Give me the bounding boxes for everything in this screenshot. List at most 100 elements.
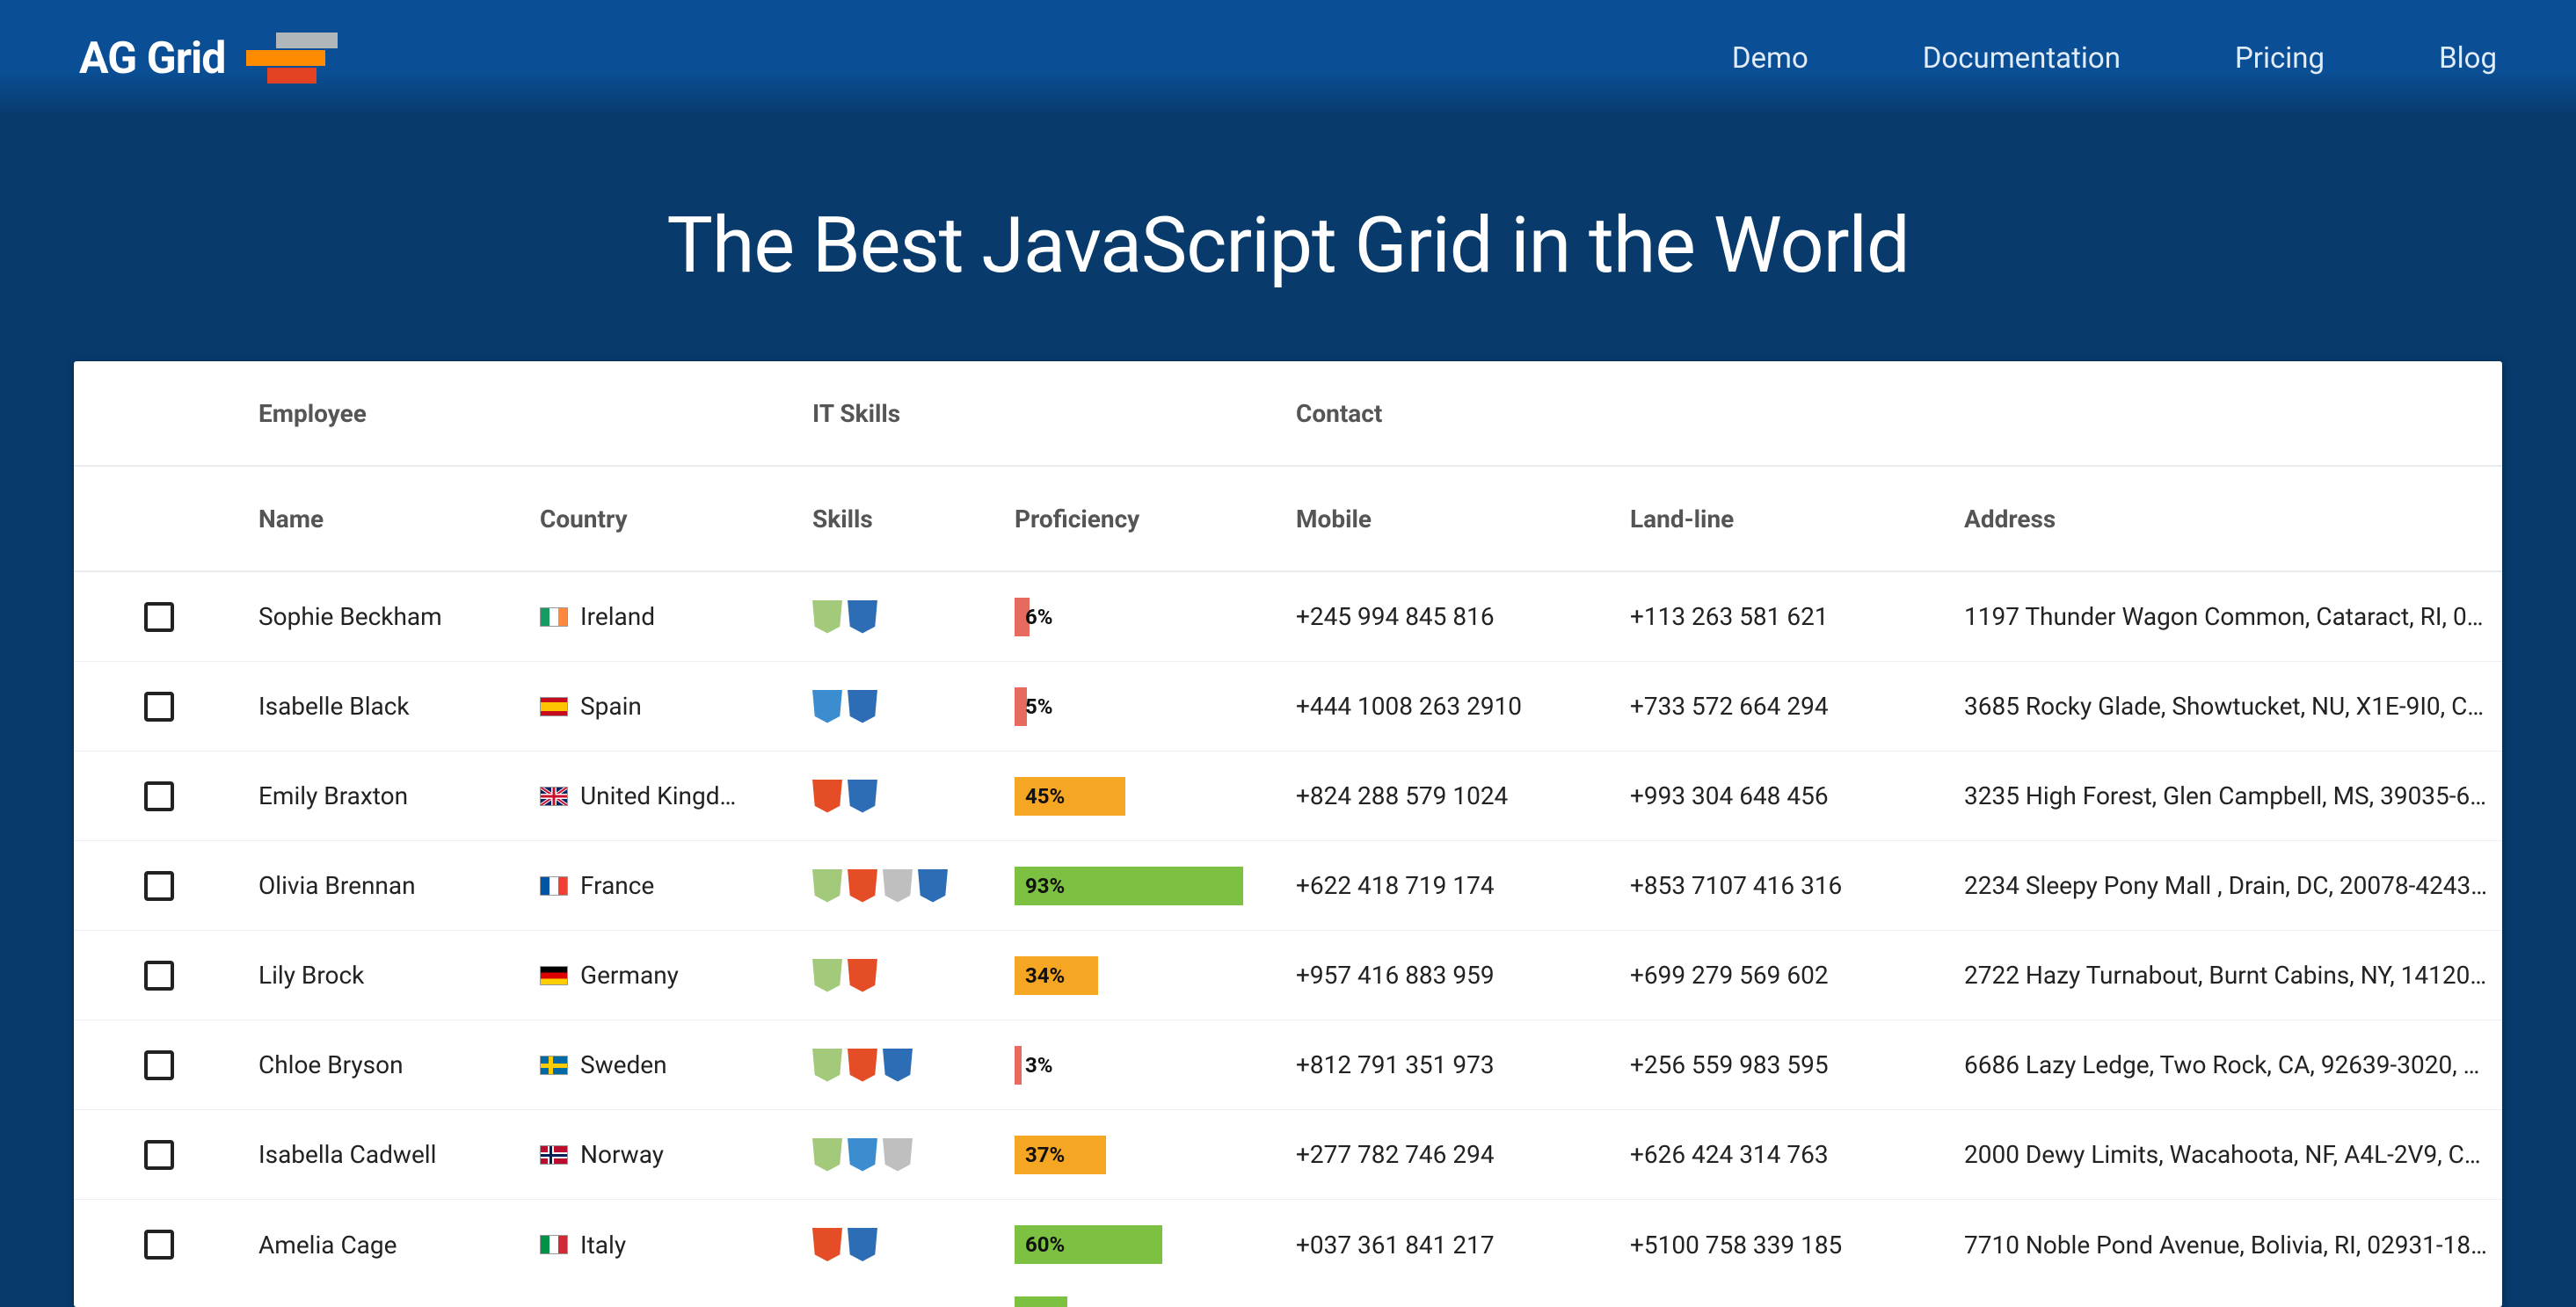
cell-mobile: +824 288 579 1024 <box>1296 781 1630 810</box>
group-header-it-skills[interactable]: IT Skills <box>812 399 1015 428</box>
row-checkbox[interactable] <box>144 1140 174 1170</box>
col-header-mobile[interactable]: Mobile <box>1296 505 1630 534</box>
cell-skills <box>812 780 1015 813</box>
cell-country: Sweden <box>540 1050 812 1079</box>
table-row[interactable]: Sophie Beckham Ireland 6% +245 994 845 816+… <box>74 572 2502 662</box>
col-header-skills[interactable]: Skills <box>812 505 1015 534</box>
country-label: Ireland <box>580 602 655 631</box>
cell-landline: +113 263 581 621 <box>1630 602 1964 631</box>
cell-landline: +5100 758 339 185 <box>1630 1231 1964 1260</box>
cell-country: Norway <box>540 1140 812 1169</box>
cell-landline: +699 279 569 602 <box>1630 961 1964 990</box>
proficiency-label: 93% <box>1025 874 1065 898</box>
cell-proficiency: 93% <box>1015 867 1296 905</box>
cell-name: Isabelle Black <box>258 692 540 721</box>
cell-country: France <box>540 871 812 900</box>
windows-icon <box>848 780 877 813</box>
brand-logo-icon <box>246 33 338 85</box>
cell-address: 6686 Lazy Ledge, Two Rock, CA, 92639-302… <box>1964 1050 2502 1079</box>
country-label: France <box>580 871 654 900</box>
windows-icon <box>848 690 877 723</box>
group-header-employee[interactable]: Employee <box>258 399 540 428</box>
cell-address: 7710 Noble Pond Avenue, Bolivia, RI, 029… <box>1964 1231 2502 1260</box>
cell-proficiency: 37% <box>1015 1136 1296 1174</box>
cell-name: Chloe Bryson <box>258 1050 540 1079</box>
cell-address: 1197 Thunder Wagon Common, Cataract, RI,… <box>1964 602 2502 631</box>
table-row[interactable]: Amelia CageItaly60%+037 361 841 217+5100… <box>74 1200 2502 1289</box>
row-checkbox[interactable] <box>144 1050 174 1080</box>
table-row[interactable]: Olivia BrennanFrance93%+622 418 719 174+… <box>74 841 2502 931</box>
brand[interactable]: AG Grid <box>79 33 338 85</box>
top-nav: Demo Documentation Pricing Blog <box>1732 41 2497 76</box>
proficiency-label: 6% <box>1025 605 1053 629</box>
col-header-address[interactable]: Address <box>1964 505 2502 534</box>
topbar: AG Grid Demo Documentation Pricing Blog <box>0 0 2576 117</box>
cell-proficiency: 5% <box>1015 687 1296 726</box>
data-grid[interactable]: Employee IT Skills Contact Name Country … <box>74 361 2502 1307</box>
col-header-country[interactable]: Country <box>540 505 812 534</box>
cell-country: Germany <box>540 961 812 990</box>
brand-name: AG Grid <box>79 33 225 84</box>
cell-skills <box>812 1138 1015 1172</box>
flag-icon <box>540 966 568 985</box>
cell-skills <box>812 690 1015 723</box>
nav-demo[interactable]: Demo <box>1732 41 1808 76</box>
col-header-proficiency[interactable]: Proficiency <box>1015 505 1296 534</box>
html-icon <box>812 780 842 813</box>
cell-country: United Kingd… <box>540 781 812 810</box>
nav-pricing[interactable]: Pricing <box>2235 41 2325 76</box>
col-header-name[interactable]: Name <box>258 505 540 534</box>
html-icon <box>848 959 877 992</box>
country-label: Norway <box>580 1140 664 1169</box>
html-icon <box>848 1049 877 1082</box>
row-checkbox[interactable] <box>144 871 174 901</box>
android-icon <box>812 1049 842 1082</box>
table-row[interactable]: Lily BrockGermany34%+957 416 883 959+699… <box>74 931 2502 1020</box>
proficiency-label: 5% <box>1025 694 1053 719</box>
proficiency-label: 37% <box>1025 1143 1065 1167</box>
table-row[interactable]: Isabelle BlackSpain5%+444 1008 263 2910+… <box>74 662 2502 752</box>
cell-address: 2000 Dewy Limits, Wacahoota, NF, A4L-2V9… <box>1964 1140 2502 1169</box>
row-checkbox[interactable] <box>144 692 174 722</box>
group-header-contact[interactable]: Contact <box>1296 399 1630 428</box>
windows-icon <box>848 600 877 634</box>
cell-mobile: +245 994 845 816 <box>1296 602 1630 631</box>
table-row[interactable]: Chloe BrysonSweden3%+812 791 351 973+256… <box>74 1020 2502 1110</box>
cell-address: 3235 High Forest, Glen Campbell, MS, 390… <box>1964 781 2502 810</box>
cell-address: 2722 Hazy Turnabout, Burnt Cabins, NY, 1… <box>1964 961 2502 990</box>
cell-landline: +626 424 314 763 <box>1630 1140 1964 1169</box>
table-row[interactable]: Emily BraxtonUnited Kingd… 45%+824 288 57… <box>74 752 2502 841</box>
android-icon <box>812 600 842 634</box>
cell-mobile: +622 418 719 174 <box>1296 871 1630 900</box>
nav-documentation[interactable]: Documentation <box>1923 41 2121 76</box>
row-checkbox[interactable] <box>144 1230 174 1260</box>
cell-address: 2234 Sleepy Pony Mall , Drain, DC, 20078… <box>1964 871 2502 900</box>
row-checkbox[interactable] <box>144 781 174 811</box>
mac-icon <box>883 869 913 903</box>
row-checkbox[interactable] <box>144 602 174 632</box>
cell-country: Ireland <box>540 602 812 631</box>
cell-landline: +993 304 648 456 <box>1630 781 1964 810</box>
cell-skills <box>812 600 1015 634</box>
android-icon <box>812 959 842 992</box>
cell-landline: +853 7107 416 316 <box>1630 871 1964 900</box>
cell-name: Sophie Beckham <box>258 602 540 631</box>
table-row[interactable]: Isabella CadwellNorway37%+277 782 746 29… <box>74 1110 2502 1200</box>
cell-country: Italy <box>540 1231 812 1260</box>
cell-landline: +256 559 983 595 <box>1630 1050 1964 1079</box>
cell-name: Emily Braxton <box>258 781 540 810</box>
cell-mobile: +037 361 841 217 <box>1296 1231 1630 1260</box>
hero: The Best JavaScript Grid in the World <box>0 117 2576 361</box>
html-icon <box>848 869 877 903</box>
row-checkbox[interactable] <box>144 961 174 991</box>
nav-blog[interactable]: Blog <box>2439 41 2497 76</box>
cell-proficiency: 45% <box>1015 777 1296 816</box>
cell-landline: +733 572 664 294 <box>1630 692 1964 721</box>
flag-icon <box>540 607 568 627</box>
flag-icon <box>540 876 568 896</box>
col-header-landline[interactable]: Land-line <box>1630 505 1964 534</box>
cell-proficiency: 6% <box>1015 598 1296 636</box>
flag-icon <box>540 787 568 806</box>
flag-icon <box>540 1056 568 1075</box>
cell-mobile: +812 791 351 973 <box>1296 1050 1630 1079</box>
